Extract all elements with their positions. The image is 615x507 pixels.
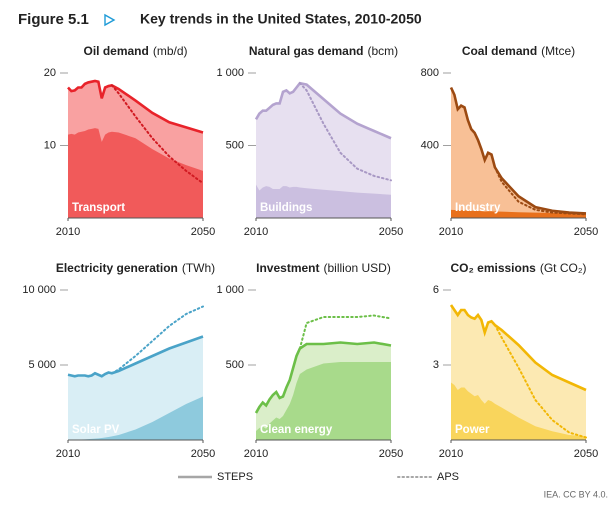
legend-label: APS — [437, 471, 459, 483]
y-tick-label: 5 000 — [28, 359, 56, 371]
x-tick-label: 2010 — [56, 226, 80, 238]
y-tick-label: 1 000 — [216, 284, 244, 296]
y-tick-label: 500 — [226, 359, 244, 371]
aps-line — [493, 166, 587, 216]
y-tick-label: 10 — [44, 139, 56, 151]
x-tick-label: 2010 — [439, 226, 463, 238]
panel-title-main: CO₂ emissions — [450, 261, 536, 275]
x-tick-label: 2050 — [191, 448, 215, 460]
x-tick-label: 2010 — [439, 448, 463, 460]
panel-title: Investment (billion USD) — [256, 261, 391, 275]
panel-title-unit: (billion USD) — [324, 261, 391, 275]
sub-area — [68, 396, 203, 440]
total-area — [256, 83, 391, 219]
y-tick-label: 1 000 — [216, 67, 244, 79]
x-tick-label: 2010 — [56, 448, 80, 460]
panel-title-unit: (Gt CO₂) — [540, 261, 587, 275]
x-tick-label: 2010 — [244, 226, 268, 238]
area-label: Transport — [72, 202, 125, 214]
figure-title: Key trends in the United States, 2010-20… — [140, 11, 422, 27]
aps-line — [298, 82, 392, 182]
aps-line — [493, 324, 587, 439]
y-tick-label: 500 — [226, 139, 244, 151]
panel-title-unit: (mb/d) — [153, 44, 188, 58]
panel-title-main: Investment — [256, 261, 319, 275]
figure-marker — [104, 13, 116, 27]
y-tick-label: 10 000 — [22, 284, 56, 296]
x-tick-label: 2010 — [244, 448, 268, 460]
panel-title-unit: (TWh) — [182, 261, 215, 275]
x-tick-label: 2050 — [379, 226, 403, 238]
x-tick-label: 2050 — [191, 226, 215, 238]
x-tick-label: 2050 — [574, 448, 598, 460]
aps-line — [110, 84, 204, 185]
panel-title: Coal demand (Mtce) — [462, 44, 575, 58]
x-tick-label: 2050 — [379, 448, 403, 460]
sub-area — [68, 128, 203, 218]
steps-line — [449, 86, 587, 215]
panel-title: CO₂ emissions (Gt CO₂) — [450, 261, 586, 275]
area-label: Solar PV — [72, 424, 120, 436]
y-tick-label: 800 — [421, 67, 439, 79]
area-label: Industry — [455, 202, 501, 214]
sub-area — [451, 382, 586, 440]
steps-line — [449, 304, 587, 392]
panel-title-main: Oil demand — [83, 44, 148, 58]
source-note: IEA. CC BY 4.0. — [544, 489, 608, 499]
y-tick-label: 20 — [44, 67, 56, 79]
panel-title-main: Electricity generation — [56, 261, 178, 275]
sub-area — [256, 362, 391, 440]
y-tick-label: 400 — [421, 139, 439, 151]
panel-title: Oil demand (mb/d) — [83, 44, 187, 58]
sub-area — [451, 209, 586, 218]
steps-line — [67, 79, 204, 134]
steps-line — [67, 335, 204, 378]
steps-line — [254, 81, 392, 140]
steps-line — [254, 341, 392, 414]
area-label: Power — [455, 424, 490, 436]
panel-title-main: Coal demand — [462, 44, 537, 58]
aps-line — [298, 314, 392, 350]
area-label: Clean energy — [260, 424, 333, 436]
panel-title-main: Natural gas demand — [249, 44, 364, 58]
y-tick-label: 6 — [433, 284, 439, 296]
total-area — [451, 87, 586, 218]
panel-title-unit: (Mtce) — [541, 44, 575, 58]
area-label: Buildings — [260, 202, 312, 214]
figure-label: Figure 5.1 — [18, 11, 89, 28]
panel-title: Natural gas demand (bcm) — [249, 44, 398, 58]
panel-title: Electricity generation (TWh) — [56, 261, 215, 275]
y-tick-label: 3 — [433, 359, 439, 371]
aps-line — [110, 305, 204, 375]
panel-title-unit: (bcm) — [368, 44, 399, 58]
sub-area — [256, 184, 391, 218]
x-tick-label: 2050 — [574, 226, 598, 238]
legend-label: STEPS — [217, 471, 253, 483]
